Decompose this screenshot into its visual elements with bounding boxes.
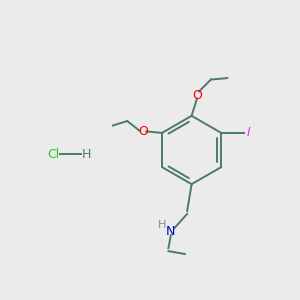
Text: H: H xyxy=(81,148,91,161)
Text: O: O xyxy=(193,88,202,101)
Text: I: I xyxy=(247,126,250,140)
Text: O: O xyxy=(138,125,148,138)
Text: H: H xyxy=(158,220,167,230)
Text: N: N xyxy=(166,225,176,238)
Text: Cl: Cl xyxy=(47,148,59,161)
